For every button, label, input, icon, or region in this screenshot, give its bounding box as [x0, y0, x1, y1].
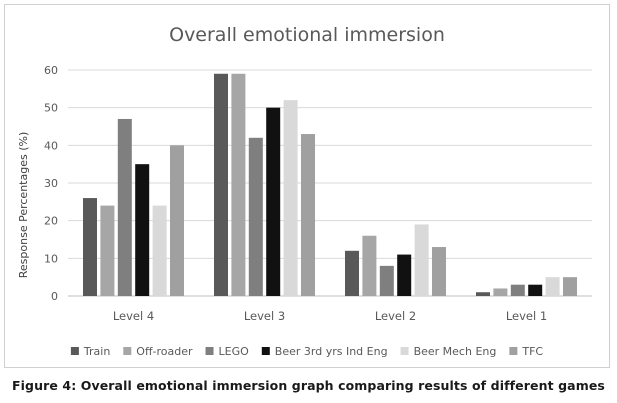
- legend-label: Train: [83, 345, 110, 358]
- y-tick-label: 60: [44, 64, 58, 77]
- bar: [397, 254, 412, 296]
- legend-label: Off-roader: [136, 345, 193, 358]
- bar: [493, 288, 508, 296]
- bar: [563, 277, 577, 296]
- legend-label: Beer Mech Eng: [414, 345, 497, 358]
- bar: [214, 73, 228, 297]
- legend-label: Beer 3rd yrs Ind Eng: [275, 345, 388, 358]
- legend-label: TFC: [521, 345, 543, 358]
- bar: [510, 284, 525, 296]
- legend-swatch: [70, 347, 79, 355]
- bar: [545, 277, 560, 296]
- bar: [135, 164, 150, 296]
- legend-swatch: [400, 347, 409, 355]
- bar: [432, 247, 446, 296]
- legend-swatch: [123, 347, 132, 355]
- bar: [362, 235, 377, 296]
- x-tick-label: Level 4: [113, 309, 154, 323]
- legend-swatch: [205, 347, 214, 355]
- bar: [248, 137, 263, 296]
- bar: [345, 250, 359, 296]
- bar: [414, 224, 429, 296]
- y-tick-label: 10: [44, 252, 58, 265]
- y-tick-label: 20: [44, 215, 58, 228]
- legend-swatch: [261, 347, 270, 355]
- bar: [379, 265, 394, 296]
- bar: [231, 73, 246, 297]
- bar: [528, 284, 543, 296]
- legend-swatch: [509, 347, 518, 355]
- y-tick-label: 40: [44, 139, 58, 152]
- chart-title: Overall emotional immersion: [169, 24, 445, 46]
- bar: [283, 100, 298, 296]
- y-tick-label: 30: [44, 177, 58, 190]
- bar: [170, 145, 184, 296]
- x-tick-label: Level 3: [244, 309, 285, 323]
- x-tick-label: Level 1: [506, 309, 547, 323]
- bar: [117, 118, 132, 296]
- bar: [476, 292, 490, 296]
- bar: [301, 134, 315, 296]
- legend-label: LEGO: [219, 345, 250, 358]
- y-tick-label: 50: [44, 102, 58, 115]
- bar: [152, 205, 167, 296]
- bar-chart: Overall emotional immersion 0 10 20 30 40 50 6…: [17, 24, 592, 358]
- bar: [83, 198, 97, 296]
- y-axis-label: Response Percentages (%): [17, 132, 30, 278]
- y-tick-label: 0: [51, 290, 58, 303]
- figure-caption: Figure 4: Overall emotional immersion gr…: [12, 378, 605, 393]
- bar: [100, 205, 115, 296]
- bar: [266, 107, 281, 297]
- x-tick-label: Level 2: [375, 309, 416, 323]
